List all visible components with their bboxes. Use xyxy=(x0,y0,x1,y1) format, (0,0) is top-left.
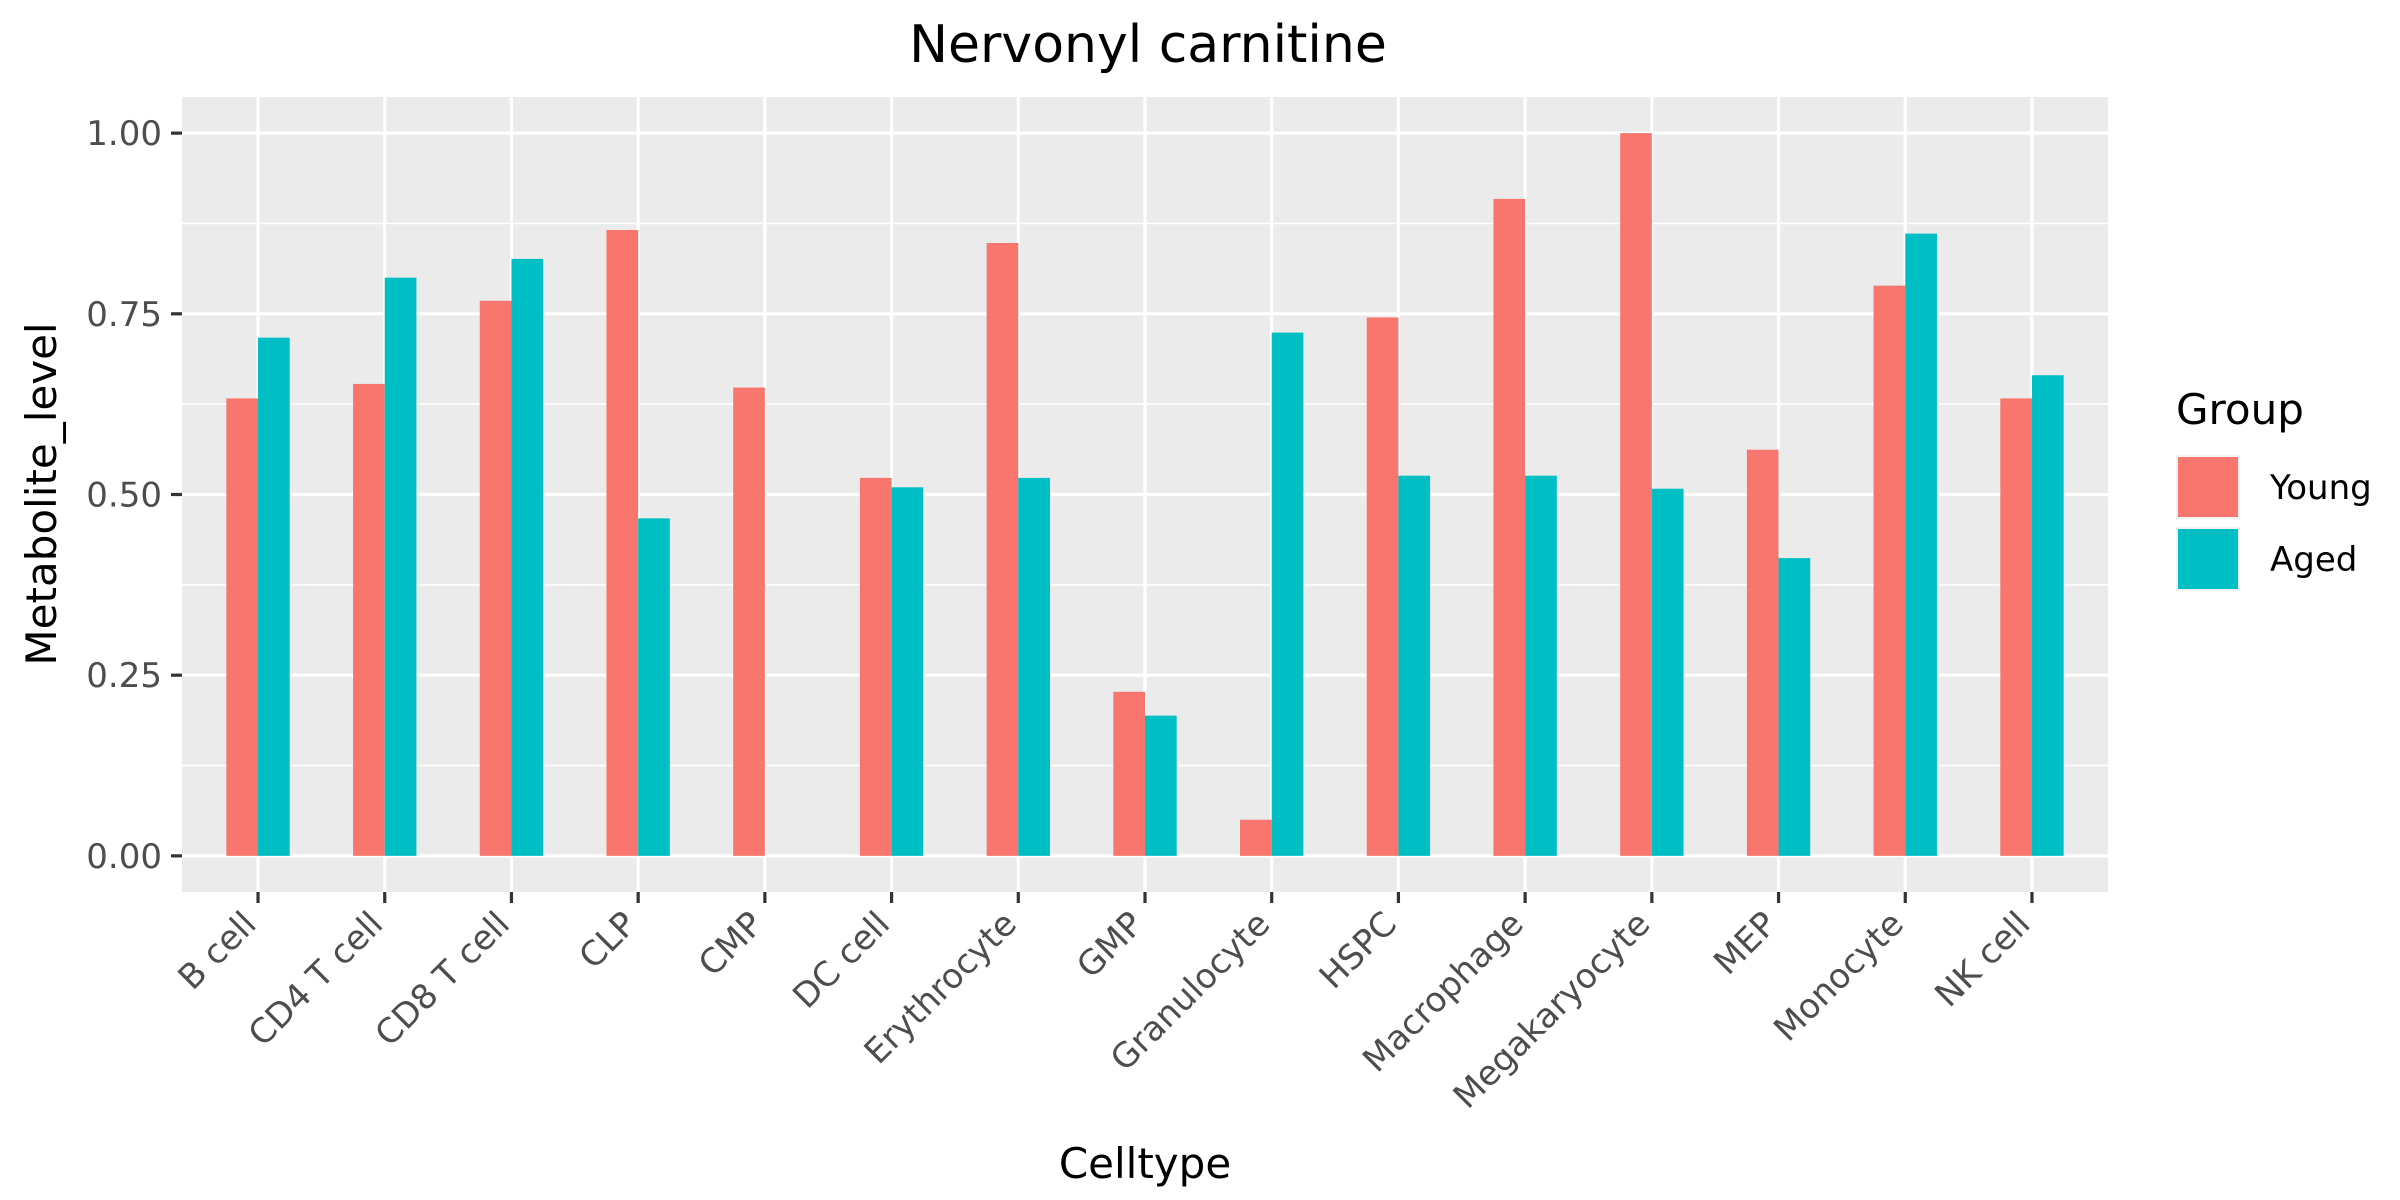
legend-title: Group xyxy=(2176,385,2304,434)
legend: Group Young Aged xyxy=(2176,385,2372,591)
legend-swatch-young xyxy=(2178,457,2238,517)
bar-young-nk-cell xyxy=(2000,398,2032,856)
bar-aged-monocyte xyxy=(1905,233,1937,856)
bar-young-macrophage xyxy=(1493,198,1526,856)
legend-swatch-aged xyxy=(2178,529,2238,589)
y-tick-label: 0.25 xyxy=(86,656,162,696)
x-tick-label: Monocyte xyxy=(1766,904,1911,1049)
bar-young-monocyte xyxy=(1873,285,1906,856)
bar-young-megakaryocyte xyxy=(1620,133,1652,856)
bar-young-cd8-t-cell xyxy=(479,300,512,856)
bar-young-b-cell xyxy=(226,398,259,856)
x-tick-label: CD4 T cell xyxy=(241,904,391,1054)
x-tick-label: DC cell xyxy=(785,904,898,1017)
bar-young-cmp xyxy=(733,387,765,856)
bar-aged-erythrocyte xyxy=(1018,477,1050,856)
y-tick-label: 0.75 xyxy=(86,295,162,335)
y-axis: 0.00 0.25 0.50 0.75 1.00 xyxy=(86,114,182,877)
y-tick-label: 0.50 xyxy=(86,476,162,516)
y-axis-title: Metabolite_level xyxy=(17,322,66,665)
legend-label-young: Young xyxy=(2269,468,2372,508)
bars xyxy=(226,133,2064,856)
y-tick-label: 0.00 xyxy=(86,837,162,877)
bar-young-dc-cell xyxy=(859,477,892,856)
legend-label-aged: Aged xyxy=(2270,540,2357,580)
bar-aged-cd4-t-cell xyxy=(384,277,417,856)
bar-aged-gmp xyxy=(1145,715,1177,856)
bar-aged-b-cell xyxy=(258,337,290,856)
bar-young-erythrocyte xyxy=(986,242,1019,856)
bar-aged-mep xyxy=(1778,558,1811,856)
x-tick-label: HSPC xyxy=(1312,904,1405,997)
x-tick-label: CMP xyxy=(691,904,771,984)
bar-aged-megakaryocyte xyxy=(1651,488,1684,856)
bar-young-cd4-t-cell xyxy=(353,383,385,856)
x-tick-label: CD8 T cell xyxy=(368,904,518,1054)
bar-aged-cd8-t-cell xyxy=(511,258,544,856)
bar-aged-macrophage xyxy=(1525,475,1557,856)
y-tick-label: 1.00 xyxy=(86,114,162,154)
chart-title: Nervonyl carnitine xyxy=(909,15,1387,75)
bar-young-hspc xyxy=(1366,317,1399,856)
bar-aged-nk-cell xyxy=(2031,375,2064,856)
bar-young-mep xyxy=(1746,449,1779,856)
bar-aged-granulocyte xyxy=(1271,332,1304,856)
x-axis-title: Celltype xyxy=(1059,1139,1231,1188)
x-tick-label: MEP xyxy=(1706,904,1785,983)
bar-young-granulocyte xyxy=(1240,819,1272,856)
bar-aged-clp xyxy=(638,518,670,856)
bar-young-clp xyxy=(606,229,639,856)
bar-aged-hspc xyxy=(1398,475,1431,856)
x-tick-label: GMP xyxy=(1069,904,1151,986)
bar-aged-dc-cell xyxy=(891,487,924,856)
x-tick-label: B cell xyxy=(171,904,265,998)
x-tick-label: NK cell xyxy=(1927,904,2038,1015)
bar-young-gmp xyxy=(1113,691,1145,856)
x-tick-label: CLP xyxy=(572,904,645,977)
